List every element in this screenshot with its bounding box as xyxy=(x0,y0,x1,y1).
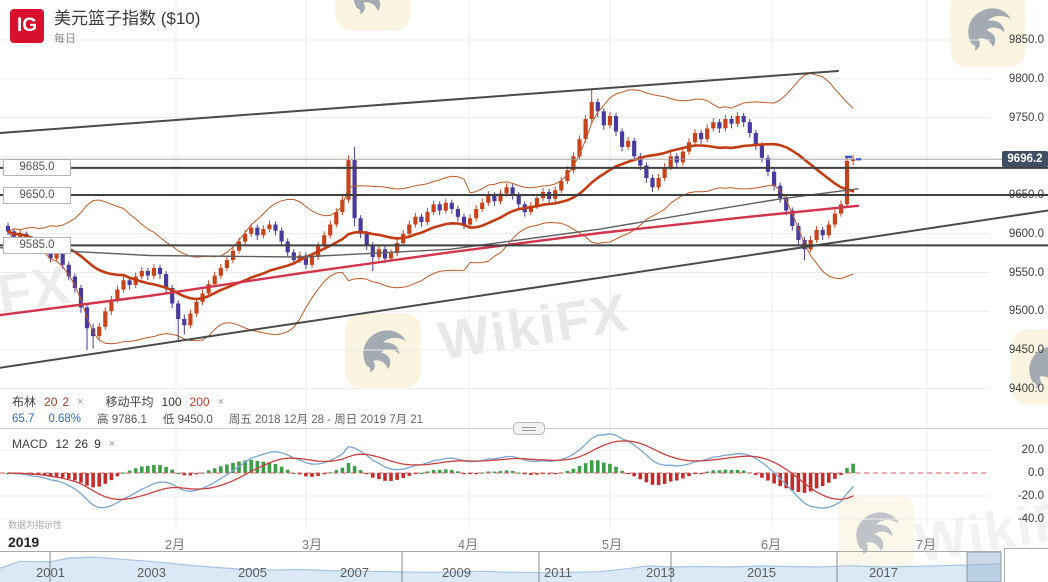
macd-slow: 26 xyxy=(74,437,89,451)
price-level-lines xyxy=(0,155,1048,247)
price-level-label: 9650.0 xyxy=(3,186,71,204)
high-value: 高 9786.1 xyxy=(97,414,147,426)
bollinger-period: 20 xyxy=(44,394,58,409)
bollinger-deviation: 2 xyxy=(62,394,70,409)
price-level-label: 9585.0 xyxy=(3,236,71,254)
price-axis-label: 9400.0 xyxy=(1008,382,1044,395)
indicative-data-note: 数据为指示性 xyxy=(8,520,63,530)
macd-fast: 12 xyxy=(55,437,69,451)
current-price-badge: 9696.2 xyxy=(1002,151,1048,168)
bollinger-close-icon[interactable]: × xyxy=(77,395,84,408)
pane-resize-handle[interactable] xyxy=(513,422,545,435)
x-axis-label: 6月 xyxy=(760,537,782,552)
macd-layer xyxy=(0,433,990,509)
instrument-title: 美元篮子指数 ($10) xyxy=(54,9,201,28)
price-axis-label: 9800.0 xyxy=(1008,72,1044,85)
x-axis-label: 5月 xyxy=(601,537,623,552)
price-axis-label: 9600.0 xyxy=(1008,227,1044,240)
price-axis-label: 9750.0 xyxy=(1008,111,1044,124)
indicator-lines-layer xyxy=(0,70,1048,369)
chart-header: IG 美元篮子指数 ($10) 每日 xyxy=(10,9,200,46)
change-percent: 0.68% xyxy=(48,413,81,425)
macd-axis-label: -40.0 xyxy=(1017,513,1044,525)
navigator-year-label: 2009 xyxy=(442,565,471,580)
price-axis-label: 9550.0 xyxy=(1008,266,1044,279)
macd-axis-label: -20.0 xyxy=(1017,490,1044,502)
change-value: 65.7 xyxy=(12,413,35,425)
indicator-settings-row: 布林 20 2 × 移动平均 100 200 × xyxy=(12,393,232,410)
x-axis-label: 4月 xyxy=(457,537,479,552)
x-axis-label: 2月 xyxy=(164,537,186,552)
navigator-year-label: 2007 xyxy=(340,565,369,580)
x-axis-label: 2019 xyxy=(8,534,40,550)
price-axis-label: 9450.0 xyxy=(1008,344,1044,356)
ma-label: 移动平均 xyxy=(105,395,154,409)
gridlines xyxy=(0,0,990,530)
timeline-navigator[interactable] xyxy=(0,548,1048,582)
x-axis-label: 3月 xyxy=(301,537,323,552)
indicator-values-row: 65.7 0.68% 高 9786.1 低 9450.0 周五 2018 12月… xyxy=(12,411,431,427)
bollinger-label: 布林 xyxy=(12,395,37,409)
navigator-year-label: 2011 xyxy=(544,565,572,580)
ma-close-icon[interactable]: × xyxy=(217,395,225,408)
ma-period-100: 100 xyxy=(161,394,182,409)
ma-period-200: 200 xyxy=(189,394,210,409)
macd-axis-label: 20.0 xyxy=(1021,444,1044,456)
ig-logo: IG xyxy=(10,9,44,43)
macd-settings-row: MACD 12 26 9 × xyxy=(12,437,123,451)
macd-signal: 9 xyxy=(94,437,101,451)
price-axis-label: 9500.0 xyxy=(1008,305,1044,318)
navigator-year-label: 2005 xyxy=(238,565,267,580)
price-axis-label: 9650.0 xyxy=(1008,189,1044,201)
x-axis-label: 7月 xyxy=(915,537,937,552)
navigator-year-label: 2017 xyxy=(869,565,898,580)
navigator-year-label: 2003 xyxy=(137,565,166,580)
macd-close-icon[interactable]: × xyxy=(108,438,116,450)
navigator-year-label: 2015 xyxy=(747,565,776,580)
date-range: 周五 2018 12月 28 - 周日 2019 7月 21 xyxy=(228,414,424,426)
navigator-year-label: 2013 xyxy=(646,565,675,580)
interval-label: 每日 xyxy=(54,33,76,45)
price-level-label: 9685.0 xyxy=(3,159,71,177)
macd-axis-label: 0.0 xyxy=(1028,467,1044,479)
macd-label: MACD xyxy=(12,437,48,451)
low-value: 低 9450.0 xyxy=(162,414,213,426)
navigator-year-label: 2001 xyxy=(36,565,65,580)
price-axis-label: 9850.0 xyxy=(1008,34,1044,46)
